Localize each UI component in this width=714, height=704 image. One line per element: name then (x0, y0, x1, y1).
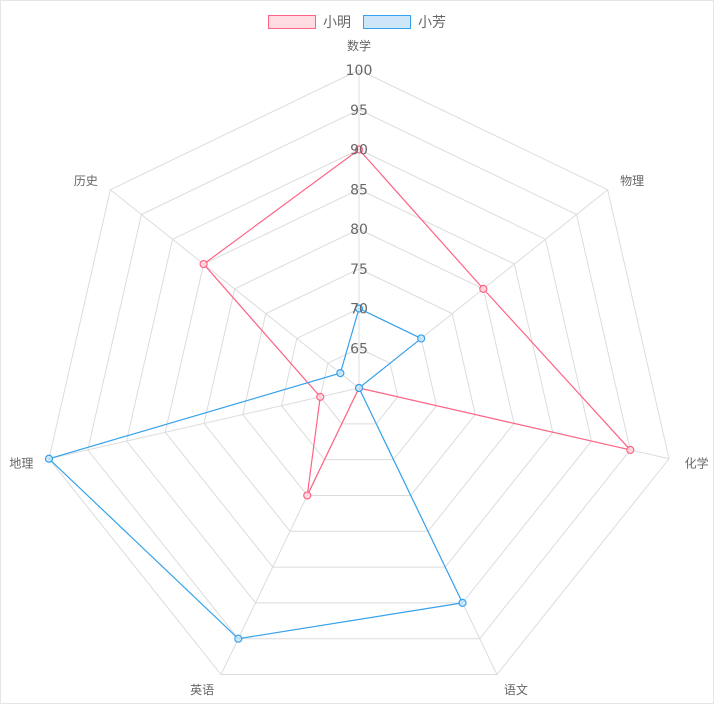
series-line-0 (202, 148, 633, 496)
grid-ring-85 (164, 188, 554, 568)
tick-label-80: 80 (350, 222, 368, 238)
category-label-3: 语文 (504, 682, 528, 697)
category-label-0: 数学 (347, 38, 371, 53)
chart-legend: 小明 小芳 (0, 12, 714, 32)
tick-label-85: 85 (350, 182, 368, 198)
data-point-0-1 (479, 284, 488, 293)
data-point-0-6 (199, 259, 208, 269)
data-point-1-6 (336, 369, 345, 378)
category-label-1: 物理 (620, 174, 644, 188)
legend-swatch-series-1 (363, 15, 411, 29)
grid-ring-100 (48, 69, 670, 676)
category-label-6: 历史 (74, 174, 98, 188)
data-point-1-3 (458, 598, 467, 607)
category-label-5: 地理 (9, 456, 33, 470)
category-label-2: 化学 (685, 455, 709, 470)
tick-label-100: 100 (346, 63, 373, 79)
axis-spoke-5 (48, 387, 360, 460)
legend-label-series-1: 小芳 (418, 15, 446, 31)
series-line-1 (47, 307, 464, 640)
data-point-1-1 (417, 334, 426, 343)
data-point-1-4 (234, 634, 243, 643)
grid-ring-80 (203, 228, 515, 532)
data-point-0-0 (354, 145, 364, 154)
tick-label-70: 70 (350, 302, 368, 318)
data-point-1-2 (354, 383, 364, 393)
category-label-4: 英语 (190, 683, 214, 697)
tick-label-90: 90 (350, 143, 368, 159)
grid-ring-65 (319, 347, 399, 425)
tick-label-75: 75 (350, 262, 368, 278)
data-point-1-5 (44, 454, 54, 463)
tick-label-95: 95 (350, 103, 368, 119)
legend-item-series-1[interactable]: 小芳 (363, 12, 446, 32)
data-point-1-0 (354, 304, 364, 313)
grid-ring-90 (125, 148, 593, 604)
data-point-0-5 (316, 392, 325, 401)
legend-item-series-0[interactable]: 小明 (268, 12, 351, 32)
axis-spoke-6 (110, 189, 360, 389)
grid-ring-95 (87, 109, 631, 640)
grid-ring-70 (280, 307, 438, 461)
tick-label-65: 65 (350, 341, 368, 357)
legend-label-series-0: 小明 (323, 15, 351, 31)
legend-swatch-series-0 (268, 15, 316, 29)
data-point-0-2 (626, 445, 635, 455)
data-point-0-4 (303, 491, 312, 500)
